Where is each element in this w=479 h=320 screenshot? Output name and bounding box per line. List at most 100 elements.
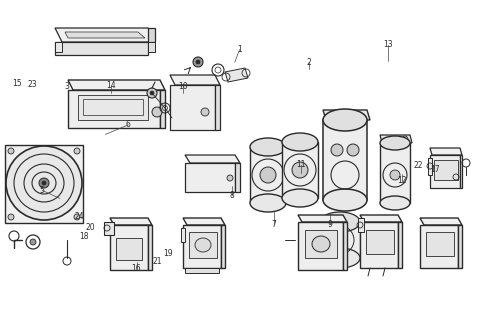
Text: 11: 11 [296,160,306,169]
Polygon shape [420,218,462,225]
Ellipse shape [42,181,46,185]
Polygon shape [160,90,165,128]
Polygon shape [420,225,458,268]
Ellipse shape [282,133,318,151]
Polygon shape [250,147,286,203]
Ellipse shape [30,239,36,245]
Polygon shape [323,120,367,200]
Polygon shape [430,155,460,188]
Bar [426,232,454,256]
Ellipse shape [353,111,361,119]
Polygon shape [282,142,318,198]
Bar [189,232,217,258]
Polygon shape [181,228,185,242]
Ellipse shape [152,107,162,117]
Polygon shape [360,222,398,268]
Polygon shape [225,68,248,82]
Polygon shape [148,42,155,52]
Ellipse shape [402,136,408,142]
Text: 12: 12 [398,176,407,185]
Polygon shape [185,155,240,163]
Text: 1: 1 [237,45,242,54]
Bar [366,230,394,254]
Polygon shape [358,218,364,232]
Ellipse shape [250,194,286,212]
Ellipse shape [250,138,286,156]
Polygon shape [185,163,235,192]
Ellipse shape [329,111,337,119]
Bar [305,230,337,258]
Text: 15: 15 [12,79,22,88]
Polygon shape [110,225,148,270]
Ellipse shape [331,144,343,156]
Polygon shape [360,215,402,222]
Ellipse shape [282,189,318,207]
Polygon shape [235,163,240,192]
Text: 5: 5 [40,186,45,195]
Text: 23: 23 [28,80,37,89]
Polygon shape [343,222,347,270]
Text: 14: 14 [106,81,116,90]
Polygon shape [110,218,152,225]
Polygon shape [298,222,343,270]
Polygon shape [65,32,145,38]
Ellipse shape [147,88,157,98]
Ellipse shape [312,236,330,252]
Text: 24: 24 [74,212,84,221]
Polygon shape [398,222,402,268]
Text: 9: 9 [327,220,332,228]
Ellipse shape [196,60,200,64]
Text: 13: 13 [383,40,393,49]
Ellipse shape [74,148,80,154]
Text: 7: 7 [272,220,276,228]
Ellipse shape [380,196,410,210]
Text: 2: 2 [307,58,311,67]
Ellipse shape [201,108,209,116]
Polygon shape [55,42,62,52]
Ellipse shape [390,170,400,180]
Polygon shape [170,75,220,85]
Ellipse shape [320,212,360,232]
Text: 3: 3 [65,82,69,91]
Bar [83,99,143,115]
Polygon shape [428,158,432,175]
Text: 17: 17 [430,165,440,174]
Bar [116,238,142,260]
Polygon shape [298,215,347,222]
Polygon shape [221,225,225,268]
Text: 18: 18 [79,232,89,241]
Polygon shape [380,135,412,143]
Polygon shape [380,143,410,203]
Polygon shape [430,148,462,155]
Ellipse shape [39,178,49,188]
Text: 6: 6 [126,120,131,129]
Text: 21: 21 [152,257,162,266]
Polygon shape [170,85,215,130]
Text: 19: 19 [163,249,172,258]
Polygon shape [148,28,155,42]
Polygon shape [323,110,370,120]
Ellipse shape [227,175,233,181]
Polygon shape [183,225,221,268]
Polygon shape [55,42,148,55]
Ellipse shape [8,214,14,220]
Ellipse shape [150,91,154,95]
Ellipse shape [195,238,211,252]
Text: 10: 10 [178,82,188,91]
Ellipse shape [260,167,276,183]
Ellipse shape [380,136,410,150]
Polygon shape [215,85,220,130]
Ellipse shape [320,248,360,268]
Polygon shape [55,28,155,42]
Ellipse shape [8,148,14,154]
Polygon shape [183,218,225,225]
Ellipse shape [323,109,367,131]
Ellipse shape [193,57,203,67]
Text: 16: 16 [132,264,141,273]
Polygon shape [104,222,114,235]
Bar [185,268,219,273]
Bar [5,145,83,223]
Polygon shape [320,222,360,258]
Ellipse shape [347,144,359,156]
Polygon shape [460,155,462,188]
